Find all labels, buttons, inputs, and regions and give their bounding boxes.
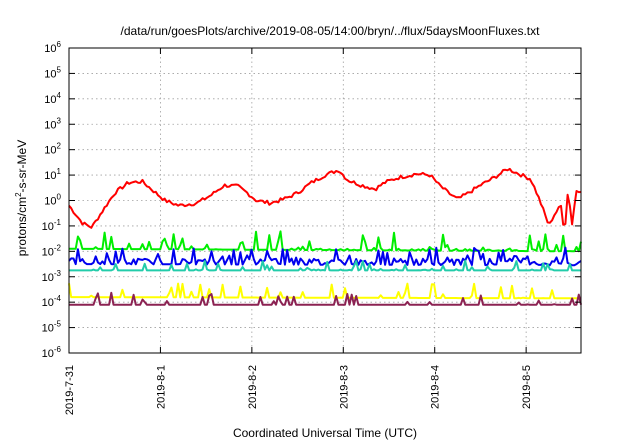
y-tick-label: 10-1 — [42, 218, 62, 233]
x-tick-label: 2019-7-31 — [64, 365, 76, 415]
x-tick-label: 2019-8-4 — [430, 365, 442, 409]
series-group — [68, 167, 582, 306]
series-line-3 — [69, 259, 581, 272]
y-tick-label: 100 — [44, 193, 61, 208]
y-tick-label: 101 — [44, 167, 61, 182]
y-tick-label: 103 — [44, 116, 61, 131]
y-tick-label: 102 — [44, 142, 61, 157]
y-axis-label: protons/cm2-s-sr-MeV — [14, 140, 29, 256]
x-tick-label: 2019-8-5 — [521, 365, 533, 409]
series-line-0 — [68, 167, 582, 229]
y-axis-label-base: protons/cm — [15, 197, 29, 256]
y-axis-label-rest: -s-sr-MeV — [15, 140, 29, 193]
x-tick-label: 2019-8-3 — [338, 365, 350, 409]
x-axis: 2019-7-31 2019-8-1 2019-8-2 2019-8-3 2019-8-… — [64, 48, 533, 415]
grid-lines — [69, 48, 581, 353]
x-axis-label: Coordinated Universal Time (UTC) — [233, 426, 417, 440]
y-axis-label-sup: 2 — [14, 192, 23, 197]
x-tick-label: 2019-8-1 — [155, 365, 167, 409]
y-tick-label: 10-4 — [42, 294, 62, 309]
y-tick-label: 10-3 — [42, 269, 62, 284]
series-line-5 — [69, 291, 582, 306]
x-tick-label: 2019-8-2 — [247, 365, 259, 409]
y-tick-label: 10-2 — [42, 243, 62, 258]
y-tick-label: 10-5 — [42, 320, 62, 335]
chart-title: /data/run/goesPlots/archive/2019-08-05/1… — [121, 24, 541, 38]
series-line-1 — [69, 230, 582, 253]
y-tick-label: 10-6 — [42, 345, 62, 360]
series-line-2 — [68, 246, 582, 267]
y-tick-label: 105 — [44, 65, 61, 80]
y-tick-label: 104 — [44, 91, 61, 106]
series-line-4 — [68, 282, 582, 300]
y-tick-label: 106 — [44, 40, 61, 55]
y-axis: 10-6 10-5 10-4 10-3 10-2 10-1 100 101 102 103 104 1… — [42, 40, 581, 360]
